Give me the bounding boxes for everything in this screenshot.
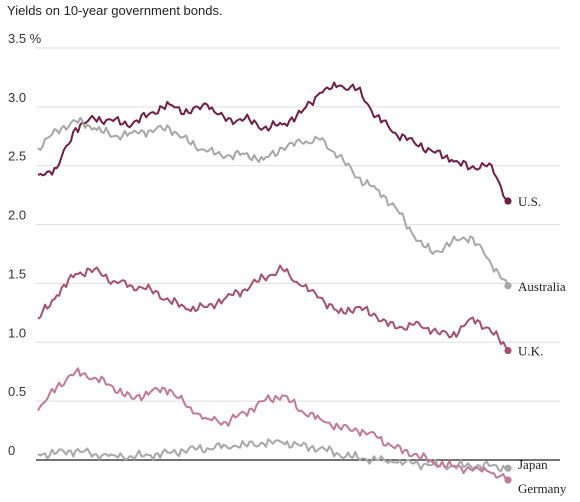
y-tick-label: 0 (8, 443, 15, 458)
y-tick-label: 1.0 (8, 325, 26, 340)
y-tick-label: 3.0 (8, 90, 26, 105)
series-line (37, 264, 509, 352)
y-tick-label: 1.5 (8, 266, 26, 281)
series-label: Japan (518, 457, 548, 472)
series-line (37, 81, 509, 202)
series-line (37, 367, 509, 481)
y-tick-label: 2.0 (8, 208, 26, 223)
series-line (37, 116, 509, 287)
chart-title: Yields on 10-year government bonds. (7, 3, 223, 18)
series-label: U.K. (518, 344, 543, 359)
series-label: Germany (518, 481, 567, 496)
y-tick-label: 2.5 (8, 149, 26, 164)
series-endpoint (504, 282, 512, 290)
series-endpoint (504, 197, 512, 205)
series-label: U.S. (518, 194, 541, 209)
series-label: Australia (518, 279, 566, 294)
series-line (37, 438, 509, 473)
series-endpoint (504, 464, 512, 472)
series-endpoint (504, 476, 512, 484)
y-tick-label: 0.5 (8, 384, 26, 399)
series-endpoint (504, 346, 512, 355)
y-tick-label: 3.5 % (8, 31, 42, 46)
